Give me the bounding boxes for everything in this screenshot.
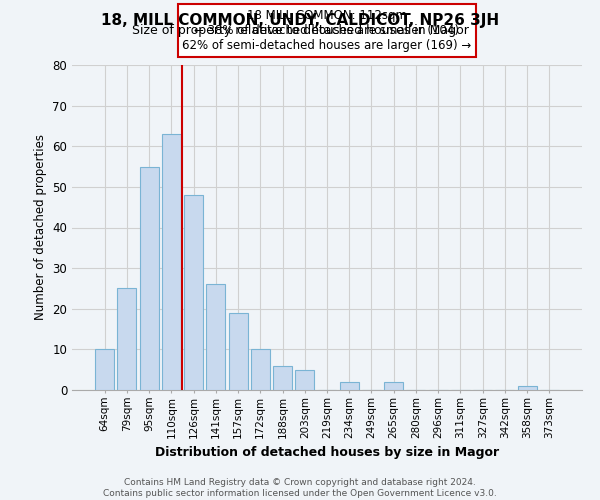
- Y-axis label: Number of detached properties: Number of detached properties: [34, 134, 47, 320]
- Bar: [118, 288, 136, 390]
- Bar: [295, 370, 314, 390]
- Bar: [518, 386, 536, 390]
- X-axis label: Distribution of detached houses by size in Magor: Distribution of detached houses by size …: [155, 446, 499, 459]
- Text: 18, MILL COMMON, UNDY, CALDICOT, NP26 3JH: 18, MILL COMMON, UNDY, CALDICOT, NP26 3J…: [101, 12, 499, 28]
- Bar: [273, 366, 292, 390]
- Bar: [251, 350, 270, 390]
- Bar: [340, 382, 359, 390]
- Bar: [184, 195, 203, 390]
- Bar: [162, 134, 181, 390]
- Bar: [229, 313, 248, 390]
- Bar: [384, 382, 403, 390]
- Bar: [95, 350, 114, 390]
- Bar: [140, 166, 158, 390]
- Text: Size of property relative to detached houses in Magor: Size of property relative to detached ho…: [131, 24, 469, 37]
- Text: Contains HM Land Registry data © Crown copyright and database right 2024.
Contai: Contains HM Land Registry data © Crown c…: [103, 478, 497, 498]
- Text: 18 MILL COMMON: 112sqm
← 38% of detached houses are smaller (104)
62% of semi-de: 18 MILL COMMON: 112sqm ← 38% of detached…: [182, 9, 472, 52]
- Bar: [206, 284, 225, 390]
